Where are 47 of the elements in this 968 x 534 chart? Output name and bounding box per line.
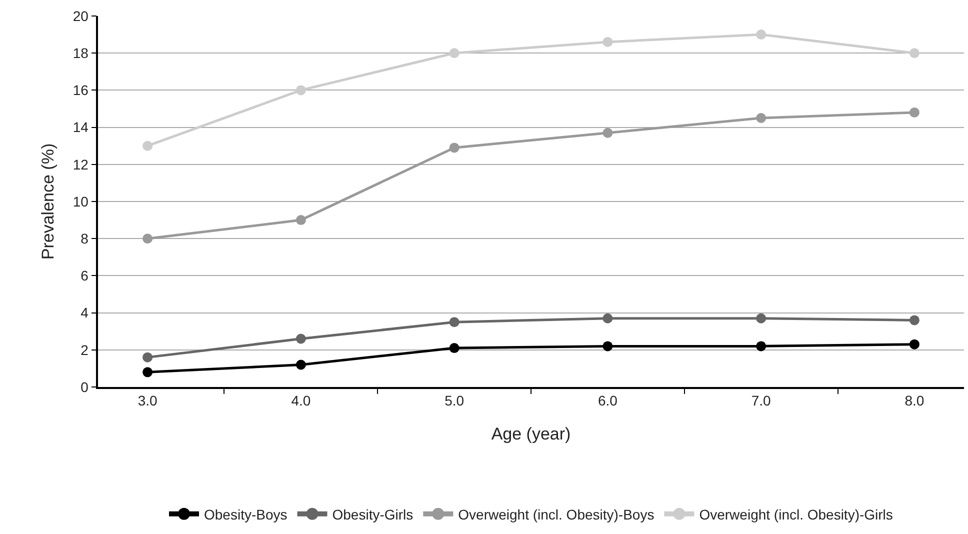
y-tick-label: 14: [72, 119, 89, 136]
x-tick-label: 7.0: [751, 392, 772, 409]
y-tick-label: 4: [80, 304, 89, 321]
y-tick-label: 12: [72, 156, 89, 172]
point: [602, 128, 613, 138]
point: [449, 142, 460, 153]
point: [449, 317, 460, 328]
point: [602, 341, 613, 352]
x-tick-label: 5.0: [444, 392, 464, 409]
point: [296, 85, 306, 96]
legend-label: Obesity-Boys: [204, 506, 288, 522]
point: [909, 315, 920, 326]
point: [756, 313, 766, 324]
y-tick-label: 8: [80, 230, 89, 246]
point: [142, 234, 153, 244]
point: [602, 36, 613, 47]
point: [296, 360, 306, 370]
point: [909, 48, 920, 58]
point: [142, 367, 153, 378]
point: [449, 48, 460, 58]
legend-label: Obesity-Girls: [332, 506, 414, 522]
y-tick-label: 0: [80, 378, 89, 395]
point: [142, 352, 153, 362]
point: [909, 339, 920, 350]
point: [296, 334, 306, 344]
y-tick-label: 2: [80, 342, 89, 358]
legend-label: Overweight (incl. Obesity)-Boys: [458, 506, 654, 522]
point: [756, 113, 766, 124]
x-tick-label: 4.0: [291, 392, 311, 409]
point: [909, 107, 920, 118]
y-tick-label: 20: [72, 8, 89, 24]
y-axis-title: Prevalence (%): [38, 143, 58, 260]
point: [756, 341, 766, 352]
point: [296, 215, 306, 226]
y-tick-label: 10: [72, 193, 89, 210]
y-tick-label: 16: [72, 82, 89, 98]
x-axis-title: Age (year): [491, 424, 571, 444]
x-tick-label: 8.0: [904, 392, 924, 409]
point: [142, 140, 153, 151]
point: [756, 30, 766, 40]
y-tick-label: 6: [80, 268, 89, 284]
legend-label: Overweight (incl. Obesity)-Girls: [699, 506, 893, 522]
x-tick-label: 3.0: [138, 392, 158, 409]
point: [602, 313, 613, 324]
y-tick-label: 18: [72, 45, 89, 61]
point: [449, 343, 460, 354]
x-tick-label: 6.0: [598, 392, 618, 409]
